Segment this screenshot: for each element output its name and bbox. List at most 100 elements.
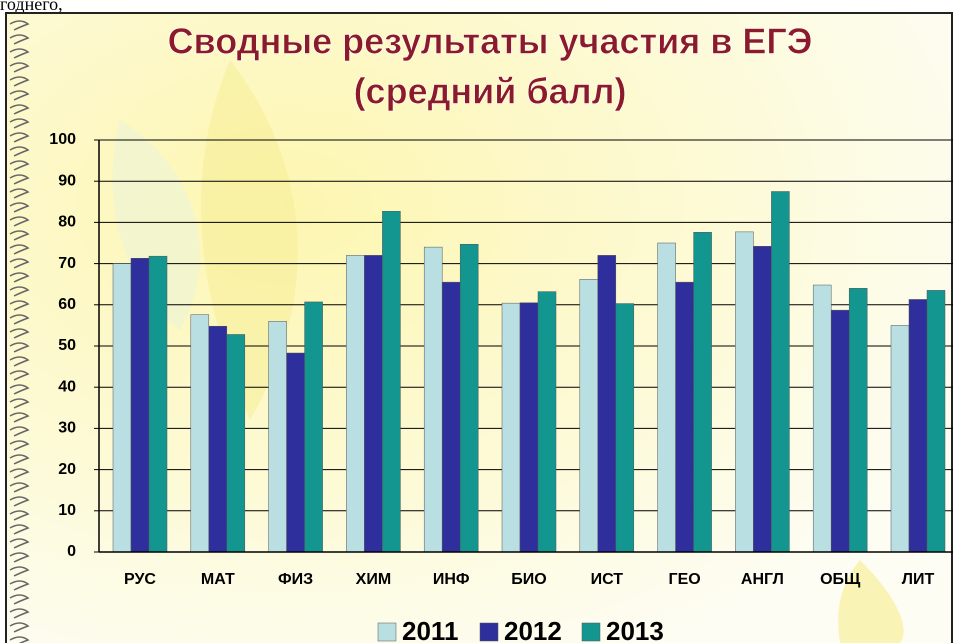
spiral-ring xyxy=(9,62,30,73)
spiral-ring xyxy=(9,258,30,269)
bar xyxy=(597,255,617,553)
spiral-ring xyxy=(9,468,30,479)
bar xyxy=(579,279,599,553)
bar xyxy=(130,257,150,553)
legend-label: 2013 xyxy=(606,616,664,643)
spiral-ring xyxy=(9,384,30,395)
legend-swatch xyxy=(377,622,397,642)
bar xyxy=(753,246,772,553)
spiral-ring xyxy=(9,356,30,367)
x-tick-label: ИСТ xyxy=(591,571,624,588)
spiral-ring xyxy=(9,398,30,409)
spiral-ring xyxy=(9,580,30,591)
y-tick-label: 80 xyxy=(58,214,76,231)
spiral-ring xyxy=(9,622,30,633)
x-tick-label: ФИЗ xyxy=(278,571,313,588)
bar xyxy=(148,255,168,553)
spiral-ring xyxy=(9,244,30,255)
y-tick-label: 30 xyxy=(58,420,76,437)
y-tick-label: 70 xyxy=(58,255,76,272)
bar xyxy=(537,291,557,553)
spiral-ring xyxy=(9,524,30,535)
bar xyxy=(208,325,228,553)
spiral-ring xyxy=(9,90,30,101)
bar xyxy=(423,246,443,553)
bar xyxy=(226,334,246,553)
x-tick-label: БИО xyxy=(511,571,546,588)
y-tick-label: 10 xyxy=(58,502,76,519)
legend-swatch xyxy=(479,622,499,642)
legend-label: 2011 xyxy=(402,616,458,643)
bar xyxy=(830,309,850,553)
bar xyxy=(304,301,323,553)
spiral-ring xyxy=(9,314,30,325)
bar xyxy=(735,231,754,553)
spiral-ring xyxy=(9,104,30,115)
spiral-ring xyxy=(9,20,30,31)
x-tick-label: МАТ xyxy=(201,571,235,588)
spiral-ring xyxy=(9,636,30,643)
x-tick-label: РУС xyxy=(124,571,156,588)
x-tick-label: ИНФ xyxy=(433,571,470,588)
bar xyxy=(657,242,676,553)
x-tick-label: ГЕО xyxy=(669,571,701,588)
spiral-ring xyxy=(9,76,30,87)
bar xyxy=(112,263,132,553)
spiral-ring xyxy=(9,286,30,297)
leaf-decor xyxy=(112,120,200,330)
spiral-ring xyxy=(9,594,30,605)
spiral-ring xyxy=(9,328,30,339)
bar xyxy=(812,284,832,553)
spiral-ring xyxy=(9,216,30,227)
y-tick-label: 20 xyxy=(58,461,76,478)
y-tick-label: 40 xyxy=(58,378,76,395)
bar xyxy=(926,290,946,553)
bar xyxy=(364,255,383,553)
spiral-ring xyxy=(9,454,30,465)
spiral-ring xyxy=(9,160,30,171)
spiral-ring xyxy=(9,608,30,619)
bar xyxy=(771,191,790,553)
spiral-ring xyxy=(9,482,30,493)
y-tick-label: 50 xyxy=(58,337,76,354)
legend-label: 2012 xyxy=(504,616,562,643)
spiral-ring xyxy=(9,272,30,283)
x-tick-label: ХИМ xyxy=(356,571,392,588)
bar xyxy=(286,352,305,553)
spiral-ring xyxy=(9,370,30,381)
bar xyxy=(519,302,539,553)
y-tick-label: 60 xyxy=(58,296,76,313)
spiral-ring xyxy=(9,342,30,353)
bar xyxy=(268,321,287,553)
x-tick-label: АНГЛ xyxy=(741,571,784,588)
bar xyxy=(382,211,401,553)
bar xyxy=(190,314,210,553)
spiral-ring xyxy=(9,230,30,241)
spiral-ring xyxy=(9,496,30,507)
bar xyxy=(848,288,868,553)
bar xyxy=(501,302,521,553)
spiral-ring xyxy=(9,48,30,59)
spiral-ring xyxy=(9,34,30,45)
spiral-ring xyxy=(9,132,30,143)
y-tick-label: 90 xyxy=(58,172,76,189)
spiral-ring xyxy=(9,440,30,451)
legend-swatch xyxy=(581,622,601,642)
spiral-ring xyxy=(9,552,30,563)
spiral-ring xyxy=(9,174,30,185)
spiral-ring xyxy=(9,566,30,577)
bar xyxy=(890,325,910,553)
bar xyxy=(459,243,479,553)
bar xyxy=(908,299,928,553)
y-tick-label: 0 xyxy=(67,543,76,560)
spiral-ring xyxy=(9,202,30,213)
x-tick-label: ОБЩ xyxy=(820,571,861,588)
bar xyxy=(346,255,365,553)
bar xyxy=(615,303,635,553)
spiral-ring xyxy=(9,426,30,437)
spiral-ring xyxy=(9,412,30,423)
chart-title: Сводные результаты участия в ЕГЭ xyxy=(168,21,813,62)
spiral-ring xyxy=(9,300,30,311)
chart-subtitle: (средний балл) xyxy=(354,71,627,112)
